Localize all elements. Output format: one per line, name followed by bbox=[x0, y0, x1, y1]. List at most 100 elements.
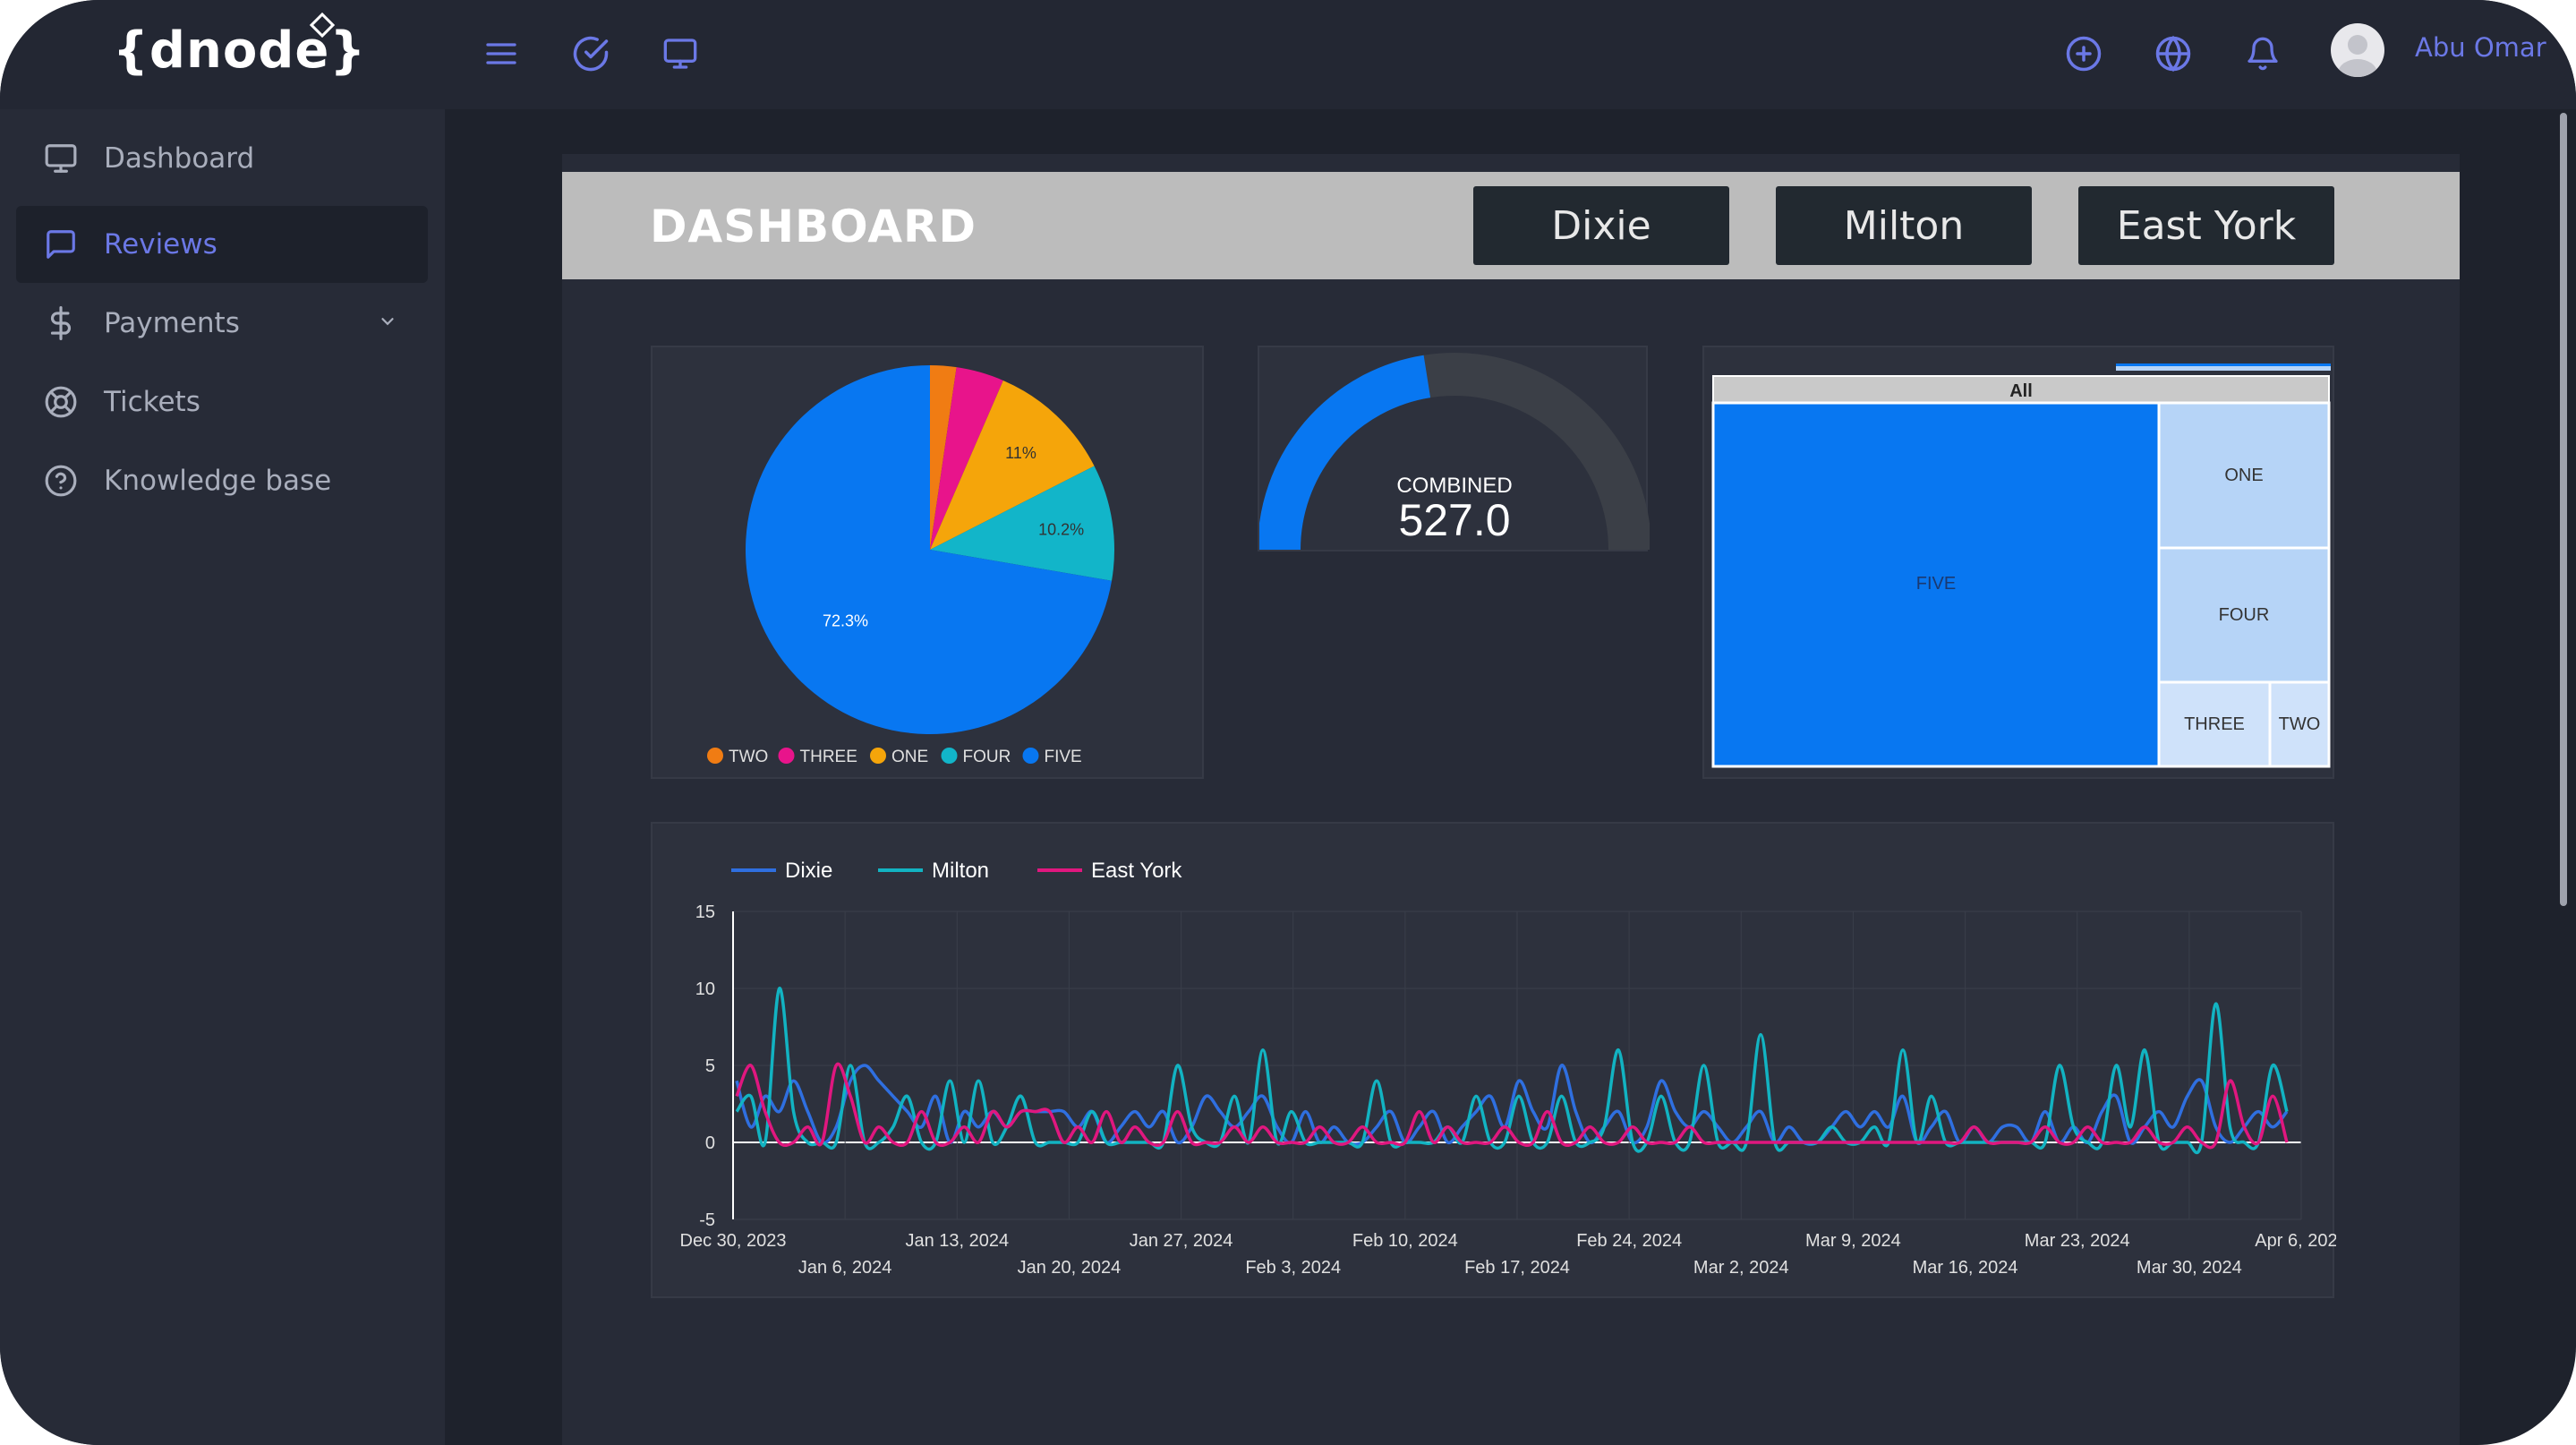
gauge-value: 527.0 bbox=[1398, 495, 1510, 545]
location-button-east-york[interactable]: East York bbox=[2078, 186, 2334, 265]
treemap-label-five: FIVE bbox=[1916, 574, 1956, 594]
pie-slice-five[interactable] bbox=[746, 365, 1113, 734]
line-legend-item-milton[interactable]: Milton bbox=[878, 859, 989, 883]
treemap-cell-five bbox=[1711, 401, 2161, 768]
sidebar-item-label: Tickets bbox=[104, 386, 200, 418]
dashboard-header: DASHBOARD Dixie Milton East York bbox=[562, 172, 2460, 279]
message-square-icon bbox=[41, 225, 81, 264]
sidebar-item-label: Dashboard bbox=[104, 142, 255, 175]
page-scrollbar-thumb[interactable] bbox=[2560, 113, 2567, 906]
x-tick-label: Mar 30, 2024 bbox=[2137, 1258, 2242, 1278]
location-button-dixie[interactable]: Dixie bbox=[1473, 186, 1729, 265]
check-circle-icon[interactable] bbox=[566, 29, 616, 79]
pie-legend-item-four: FOUR bbox=[941, 748, 1011, 766]
x-tick-label: Apr 6, 2024 bbox=[2255, 1231, 2336, 1251]
line-chart[interactable]: 15 10 5 0 -5 Dec 30, 2023 Jan 13, 2024 Jan 27,… bbox=[653, 824, 2348, 1300]
x-tick-label: Jan 20, 2024 bbox=[1018, 1258, 1122, 1278]
legend-swatch bbox=[941, 748, 958, 764]
treemap-scrollbar bbox=[2116, 363, 2331, 371]
y-tick-label: 5 bbox=[705, 1056, 715, 1076]
location-button-milton[interactable]: Milton bbox=[1776, 186, 2032, 265]
legend-swatch bbox=[870, 748, 886, 764]
pie-legend-item-one: ONE bbox=[870, 748, 928, 766]
treemap-label-four: FOUR bbox=[2219, 605, 2270, 625]
y-tick-label: -5 bbox=[699, 1210, 715, 1230]
pie-slice-one[interactable] bbox=[930, 380, 1095, 550]
gauge-panel: COMBINED 527.0 bbox=[1258, 346, 1651, 553]
legend-swatch bbox=[778, 748, 795, 764]
gauge-fill bbox=[1258, 355, 1431, 551]
pie-slice-two[interactable] bbox=[930, 365, 957, 550]
x-tick-label: Mar 16, 2024 bbox=[1913, 1258, 2018, 1278]
x-tick-label: Mar 9, 2024 bbox=[1805, 1231, 1901, 1251]
legend-swatch bbox=[1022, 748, 1039, 764]
x-tick-label: Jan 27, 2024 bbox=[1130, 1231, 1233, 1251]
plus-circle-icon[interactable] bbox=[2059, 29, 2109, 79]
pie-legend-item-two: TWO bbox=[707, 748, 768, 766]
help-circle-icon bbox=[41, 461, 81, 500]
legend-label: Milton bbox=[932, 859, 989, 883]
pie-data-label-four: 10.2% bbox=[1038, 521, 1084, 539]
treemap-label-three: THREE bbox=[2184, 714, 2245, 734]
x-tick-label: Feb 24, 2024 bbox=[1576, 1231, 1682, 1251]
y-tick-label: 15 bbox=[695, 902, 715, 922]
x-tick-label: Mar 23, 2024 bbox=[2025, 1231, 2130, 1251]
gauge-chart[interactable]: COMBINED 527.0 bbox=[1258, 347, 1651, 553]
treemap-cell-four bbox=[2157, 546, 2331, 684]
x-tick-label: Jan 6, 2024 bbox=[798, 1258, 892, 1278]
treemap-header-label: All bbox=[2009, 381, 2033, 401]
menu-icon[interactable] bbox=[476, 29, 526, 79]
sidebar-item-tickets[interactable]: Tickets bbox=[16, 363, 428, 440]
x-tick-label: Feb 10, 2024 bbox=[1352, 1231, 1458, 1251]
x-tick-label: Jan 13, 2024 bbox=[905, 1231, 1009, 1251]
pie-data-label-five: 72.3% bbox=[823, 612, 868, 630]
series-line-milton[interactable] bbox=[735, 987, 2289, 1155]
y-tick-label: 10 bbox=[695, 979, 715, 999]
legend-swatch bbox=[707, 748, 723, 764]
pie-chart-panel: 11% 10.2% 72.3% TWO THREE ONE FOUR FIVE bbox=[651, 346, 1204, 779]
chevron-down-icon[interactable] bbox=[378, 312, 397, 336]
pie-data-label-one: 11% bbox=[1005, 444, 1036, 462]
sidebar-item-knowledge-base[interactable]: Knowledge base bbox=[16, 442, 428, 519]
sidebar-item-reviews[interactable]: Reviews bbox=[16, 206, 428, 283]
dollar-icon bbox=[41, 304, 81, 343]
pie-chart[interactable]: 11% 10.2% 72.3% TWO THREE ONE FOUR FIVE bbox=[653, 347, 1206, 781]
sidebar-item-label: Reviews bbox=[104, 228, 218, 261]
treemap-chart[interactable]: All FIVE ONE FOUR THREE TWO bbox=[1704, 347, 2336, 781]
pie-legend-item-three: THREE bbox=[778, 748, 857, 766]
x-tick-label: Feb 17, 2024 bbox=[1464, 1258, 1570, 1278]
treemap-label-two: TWO bbox=[2279, 714, 2321, 734]
pie-slice-three[interactable] bbox=[930, 367, 1003, 550]
legend-label: East York bbox=[1091, 859, 1182, 883]
legend-label: TWO bbox=[729, 748, 768, 766]
x-tick-label: Mar 2, 2024 bbox=[1693, 1258, 1789, 1278]
treemap-cell-three bbox=[2157, 680, 2272, 768]
treemap-panel: All FIVE ONE FOUR THREE TWO bbox=[1702, 346, 2334, 779]
page-title: DASHBOARD bbox=[650, 201, 977, 252]
sidebar: Dashboard Reviews Payments Tickets bbox=[0, 109, 445, 1445]
legend-label: THREE bbox=[800, 748, 857, 766]
y-tick-label: 0 bbox=[705, 1133, 715, 1153]
app-logo[interactable]: {dnode} bbox=[113, 21, 367, 80]
globe-icon[interactable] bbox=[2148, 29, 2198, 79]
series-line-east-york[interactable] bbox=[735, 1062, 2289, 1150]
bell-icon[interactable] bbox=[2238, 29, 2288, 79]
pie-slice-four[interactable] bbox=[930, 466, 1114, 581]
line-legend-item-east-york[interactable]: East York bbox=[1037, 859, 1182, 883]
sidebar-item-label: Knowledge base bbox=[104, 465, 332, 497]
legend-label: ONE bbox=[891, 748, 928, 766]
sidebar-item-dashboard[interactable]: Dashboard bbox=[16, 120, 428, 197]
treemap-cell-two bbox=[2268, 680, 2331, 768]
legend-label: FIVE bbox=[1045, 748, 1082, 766]
life-buoy-icon bbox=[41, 382, 81, 422]
user-name[interactable]: Abu Omar bbox=[2415, 32, 2546, 63]
monitor-icon[interactable] bbox=[655, 29, 705, 79]
avatar[interactable] bbox=[2331, 23, 2384, 77]
line-legend-item-dixie[interactable]: Dixie bbox=[731, 859, 832, 883]
x-tick-label: Dec 30, 2023 bbox=[680, 1231, 787, 1251]
legend-label: Dixie bbox=[785, 859, 832, 883]
treemap-scrollbar-thumb bbox=[2116, 363, 2331, 366]
sidebar-item-payments[interactable]: Payments bbox=[16, 285, 428, 362]
monitor-icon bbox=[41, 139, 81, 178]
